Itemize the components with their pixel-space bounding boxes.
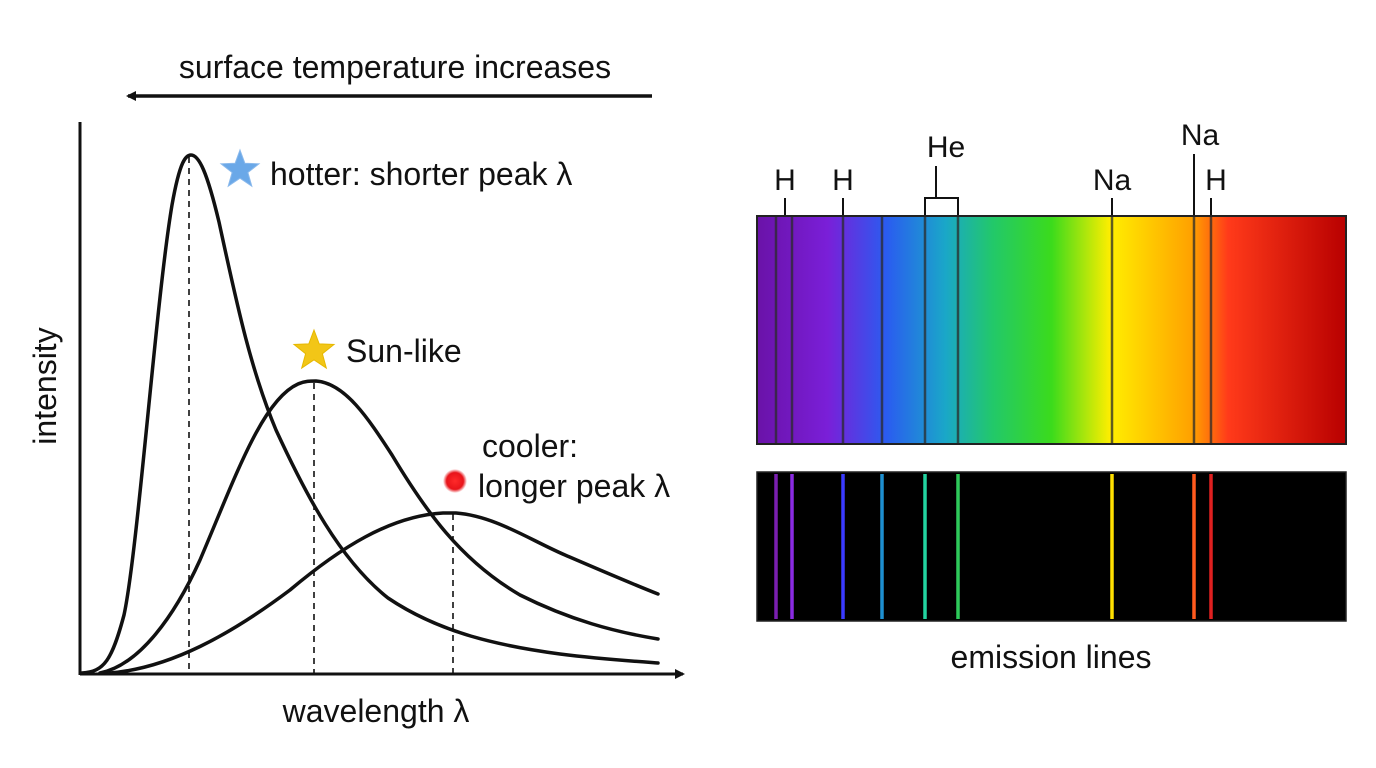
yellow-star-icon (292, 328, 336, 370)
line-label-he: He (927, 131, 965, 164)
blue-star-icon (219, 148, 261, 188)
emission-caption: emission lines (951, 639, 1152, 675)
temperature-arrow-label: surface temperature increases (179, 49, 611, 85)
cool-curve-label-line2: longer peak λ (478, 468, 670, 504)
y-axis-label: intensity (27, 327, 63, 444)
line-label-h-3: H (1205, 164, 1227, 197)
continuous-spectrum (756, 215, 1347, 445)
hot-curve (80, 153, 660, 675)
line-label-h-2: H (832, 164, 854, 197)
planck-panel: surface temperature increases wavelength… (27, 49, 685, 729)
emission-lines (774, 474, 1213, 619)
emission-spectrum (756, 471, 1347, 622)
cool-curve (108, 511, 660, 675)
line-label-h-1: H (774, 164, 796, 197)
line-bracket-he (924, 166, 959, 216)
absorption-lines (774, 217, 1213, 443)
cool-curve-label-line1: cooler: (482, 428, 578, 464)
line-label-na-1: Na (1093, 164, 1132, 197)
line-label-na-2: Na (1181, 119, 1220, 152)
spectrum-panel: H H He Na Na H (756, 119, 1347, 675)
sun-curve (98, 379, 660, 675)
x-axis-label: wavelength λ (282, 693, 470, 729)
sun-curve-label: Sun-like (346, 333, 462, 369)
red-dot-icon (443, 469, 467, 493)
hot-curve-label: hotter: shorter peak λ (270, 156, 572, 192)
